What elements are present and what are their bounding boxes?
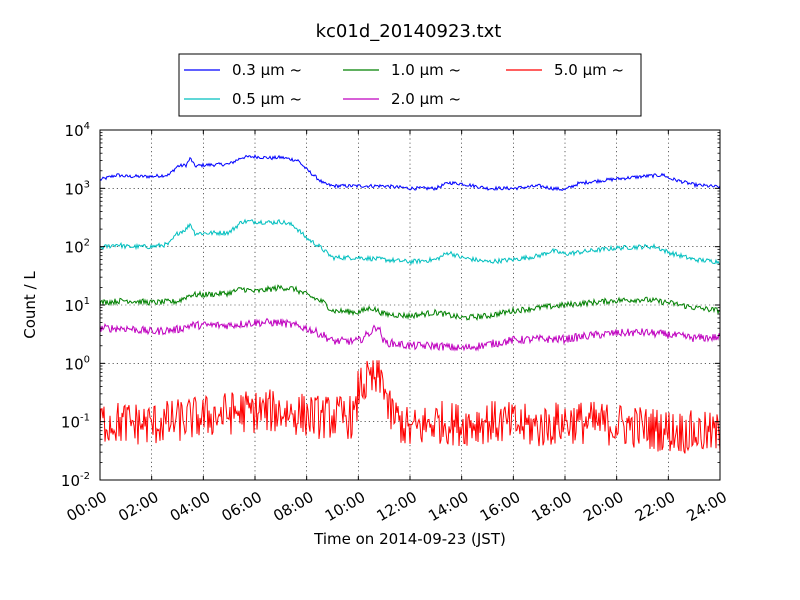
chart-title: kc01d_20140923.txt xyxy=(316,21,502,42)
series-line-1 xyxy=(100,153,720,192)
legend: 0.3 μm ~ 0.5 μm ~ 1.0 μm ~ 2.0 μm ~ 5.0 μm ~ xyxy=(178,53,642,117)
legend-label: 2.0 μm ~ xyxy=(391,90,461,108)
series-line-2 xyxy=(100,218,720,266)
y-tick-label: 103 xyxy=(65,179,90,198)
axis-ticks xyxy=(99,129,721,481)
y-tick-label: 104 xyxy=(65,121,90,140)
legend-label: 5.0 μm ~ xyxy=(554,61,624,79)
series-line-4 xyxy=(100,317,720,352)
legend-label: 1.0 μm ~ xyxy=(391,61,461,79)
y-tick-label: 100 xyxy=(65,354,90,373)
legend-label: 0.5 μm ~ xyxy=(232,90,302,108)
y-tick-label: 102 xyxy=(65,238,90,257)
series-lines xyxy=(100,153,720,454)
series-line-3 xyxy=(100,284,720,321)
legend-label: 0.3 μm ~ xyxy=(232,61,302,79)
y-axis-label: Count / L xyxy=(21,271,39,339)
y-tick-label: 101 xyxy=(65,296,90,315)
legend-box xyxy=(178,53,642,117)
y-tick-labels: 10-2 10-1 100 101 102 103 104 xyxy=(61,121,90,490)
y-tick-label: 10-1 xyxy=(61,413,90,432)
series-line-5 xyxy=(100,360,720,454)
x-axis-label: Time on 2014-09-23 (JST) xyxy=(313,530,506,548)
y-tick-label: 10-2 xyxy=(61,471,90,490)
